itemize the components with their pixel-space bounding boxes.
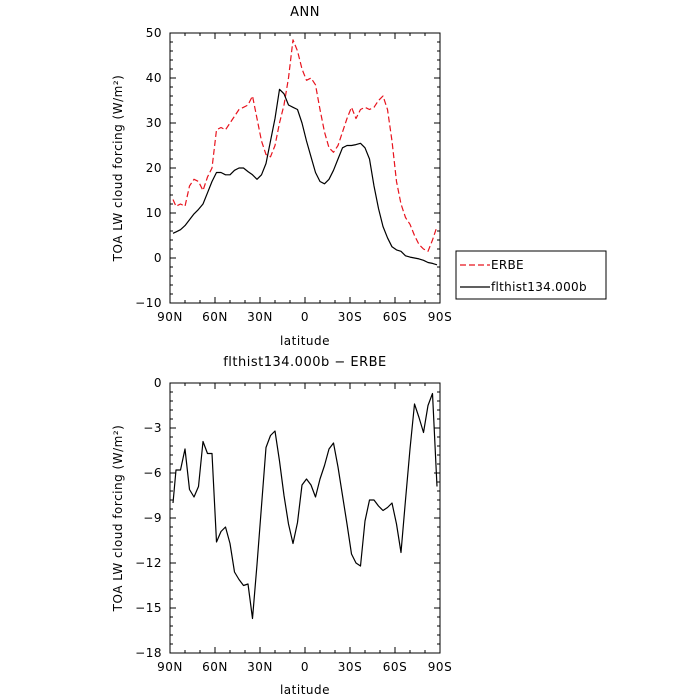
y-axis-label: TOA LW cloud forcing (W/m²) [111, 75, 125, 263]
x-tick-label: 0 [301, 660, 309, 674]
top-chart: ANN 90N 60N 30N 0 30S 60S 90S −10 0 10 20 30 40 50 lati… [111, 5, 607, 348]
x-tick-label: 60N [202, 660, 228, 674]
x-tick-label: 90N [157, 310, 183, 324]
plot-frame [169, 382, 441, 654]
bottom-chart: flthist134.000b − ERBE 90N 60N 30N 0 30S 60S 90… [111, 355, 452, 697]
y-tick-label: 50 [146, 26, 162, 40]
x-tick-label: 0 [301, 310, 309, 324]
legend-box [455, 250, 607, 300]
legend-label: ERBE [491, 258, 524, 272]
x-tick-label: 90S [428, 310, 452, 324]
x-axis-label: latitude [280, 683, 330, 697]
y-tick-label: −18 [135, 646, 162, 660]
chart-title: ANN [290, 5, 320, 20]
x-tick-label: 30N [247, 660, 273, 674]
x-tick-label: 30S [338, 310, 362, 324]
x-tick-label: 60N [202, 310, 228, 324]
y-tick-label: 10 [146, 206, 162, 220]
y-tick-label: 20 [146, 161, 162, 175]
x-tick-label: 30S [338, 660, 362, 674]
y-tick-label: −10 [135, 296, 162, 310]
y-tick-label: 40 [146, 71, 162, 85]
y-tick-label: −3 [143, 421, 162, 435]
x-tick-label: 30N [247, 310, 273, 324]
y-axis-label: TOA LW cloud forcing (W/m²) [111, 425, 125, 613]
legend-label: flthist134.000b [491, 280, 587, 294]
x-tick-label: 90S [428, 660, 452, 674]
series-line-0 [172, 39, 438, 252]
y-tick-label: 0 [154, 251, 162, 265]
y-tick-label: 30 [146, 116, 162, 130]
y-tick-label: −6 [143, 466, 162, 480]
x-tick-label: 60S [383, 660, 407, 674]
series-line-0 [172, 392, 438, 620]
x-tick-label: 90N [157, 660, 183, 674]
chart-title: flthist134.000b − ERBE [223, 355, 387, 370]
x-axis-label: latitude [280, 334, 330, 348]
x-tick-label: 60S [383, 310, 407, 324]
plot-frame [169, 32, 441, 304]
series-line-1 [172, 88, 438, 266]
y-tick-label: −12 [135, 556, 162, 570]
y-tick-label: −9 [143, 511, 162, 525]
y-tick-label: 0 [154, 376, 162, 390]
y-tick-label: −15 [135, 601, 162, 615]
